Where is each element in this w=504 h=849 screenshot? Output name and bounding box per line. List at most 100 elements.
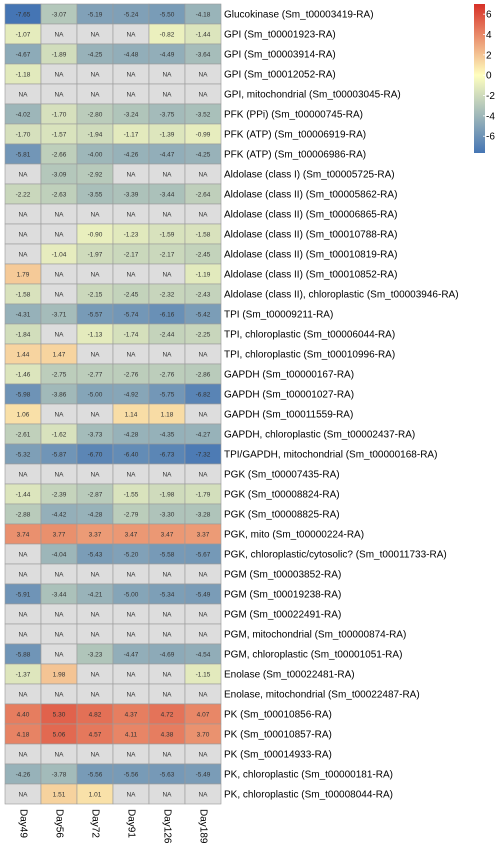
cell-value-label: -2.87 (88, 491, 103, 498)
cell-value-label: -3.44 (52, 591, 67, 598)
cell-value-label: -5.00 (88, 391, 103, 398)
cell-value-label: -2.17 (124, 251, 139, 258)
cell-value-label: -2.15 (88, 291, 103, 298)
cell-value-label: -6.73 (160, 451, 175, 458)
cell-value-label: -6.40 (124, 451, 139, 458)
column-label: Day91 (125, 809, 136, 838)
row-label: GAPDH (Sm_t00001027-RA) (224, 390, 354, 401)
cell-value-label: NA (162, 611, 172, 618)
row-label: Aldolase (class I) (Sm_t00005725-RA) (224, 170, 395, 181)
cell-value-label: -5.56 (88, 771, 103, 778)
cell-value-label: NA (126, 91, 136, 98)
cell-value-label: NA (54, 411, 64, 418)
cell-value-label: -6.16 (160, 311, 175, 318)
cell-value-label: -4.00 (88, 151, 103, 158)
cell-value-label: NA (90, 351, 100, 358)
cell-value-label: NA (162, 471, 172, 478)
cell-value-label: NA (198, 351, 208, 358)
row-label: PGK (Sm_t00007435-RA) (224, 470, 340, 481)
row-label: PFK (PPi) (Sm_t00000745-RA) (224, 110, 363, 121)
cell-value-label: NA (90, 211, 100, 218)
cell-value-label: NA (162, 91, 172, 98)
row-label: GPI (Sm_t00001923-RA) (224, 30, 336, 41)
cell-value-label: -1.89 (52, 51, 67, 58)
cell-value-label: 1.01 (89, 791, 102, 798)
cell-value-label: NA (90, 91, 100, 98)
heatmap-cell (184, 783, 222, 805)
legend-tick-label: 2 (486, 50, 492, 61)
cell-value-label: NA (126, 71, 136, 78)
cell-value-label: NA (126, 631, 136, 638)
cell-value-label: NA (198, 471, 208, 478)
cell-value-label: -5.88 (16, 651, 31, 658)
cell-value-label: 1.18 (161, 411, 174, 418)
cell-value-label: 1.44 (17, 351, 30, 358)
cell-value-label: 4.07 (197, 711, 210, 718)
row-label: PK (Sm_t00010857-RA) (224, 730, 332, 741)
cell-value-label: NA (126, 351, 136, 358)
row-label: TPI (Sm_t00009211-RA) (224, 310, 333, 321)
cell-value-label: NA (126, 171, 136, 178)
cell-value-label: NA (126, 471, 136, 478)
cell-value-label: -5.32 (16, 451, 31, 458)
cell-value-label: 4.18 (17, 731, 30, 738)
legend-color-bar (474, 4, 485, 153)
row-label: PGK, mito (Sm_t00000224-RA) (224, 530, 364, 541)
cell-value-label: -2.63 (52, 191, 67, 198)
cell-value-label: -1.18 (16, 71, 31, 78)
cell-value-label: NA (90, 271, 100, 278)
cell-value-label: NA (54, 471, 64, 478)
cell-value-label: -6.82 (196, 391, 211, 398)
cell-value-label: NA (198, 411, 208, 418)
cell-value-label: NA (18, 611, 28, 618)
cell-value-label: -2.32 (160, 291, 175, 298)
cell-value-label: NA (198, 751, 208, 758)
cell-value-label: -0.82 (160, 31, 175, 38)
cell-value-label: NA (162, 691, 172, 698)
cell-value-label: -5.43 (88, 551, 103, 558)
cell-value-label: 1.79 (17, 271, 30, 278)
cell-value-label: 3.47 (125, 531, 138, 538)
cell-value-label: NA (198, 171, 208, 178)
cell-value-label: -2.45 (196, 251, 211, 258)
cell-value-label: -5.74 (124, 311, 139, 318)
cell-value-label: -3.86 (52, 391, 67, 398)
row-label: PGM (Sm_t00019238-RA) (224, 590, 341, 601)
cell-value-label: NA (54, 71, 64, 78)
row-label: Aldolase (class II) (Sm_t00010788-RA) (224, 230, 397, 241)
cell-value-label: -5.75 (160, 391, 175, 398)
cell-value-label: -3.07 (52, 11, 67, 18)
cell-value-label: -5.24 (124, 11, 139, 18)
cell-value-label: -1.58 (196, 231, 211, 238)
legend-tick-label: 0 (486, 71, 492, 82)
cell-value-label: -5.63 (160, 771, 175, 778)
cell-value-label: -2.43 (196, 291, 211, 298)
cell-value-label: -4.04 (52, 551, 67, 558)
cell-value-label: NA (18, 791, 28, 798)
cell-value-label: -4.21 (88, 591, 103, 598)
cell-value-label: -2.77 (88, 371, 103, 378)
row-label: PFK (ATP) (Sm_t00006919-RA) (224, 130, 366, 141)
cell-value-label: -4.42 (52, 511, 67, 518)
cell-value-label: NA (126, 751, 136, 758)
cell-value-label: 1.51 (53, 791, 66, 798)
row-label: Enolase (Sm_t00022481-RA) (224, 670, 355, 681)
cell-value-label: 4.38 (161, 731, 174, 738)
cell-value-label: NA (18, 751, 28, 758)
cell-value-label: -1.39 (160, 131, 175, 138)
cell-value-label: 4.72 (161, 711, 174, 718)
cell-value-label: -4.67 (16, 51, 31, 58)
cell-value-label: -1.17 (124, 131, 139, 138)
cell-value-label: 3.70 (197, 731, 210, 738)
cell-value-label: -4.47 (160, 151, 175, 158)
cell-value-label: -1.58 (16, 291, 31, 298)
cell-value-label: -4.54 (196, 651, 211, 658)
cell-value-label: -1.94 (88, 131, 103, 138)
cell-value-label: -7.65 (16, 11, 31, 18)
row-label: TPI/GAPDH, mitochondrial (Sm_t00000168-R… (224, 450, 437, 461)
cell-value-label: 4.11 (125, 731, 138, 738)
column-label: Day56 (53, 809, 64, 838)
legend-tick-label: 6 (486, 10, 492, 21)
cell-value-label: -4.18 (196, 11, 211, 18)
row-label: PK, chloroplastic (Sm_t00000181-RA) (224, 770, 393, 781)
